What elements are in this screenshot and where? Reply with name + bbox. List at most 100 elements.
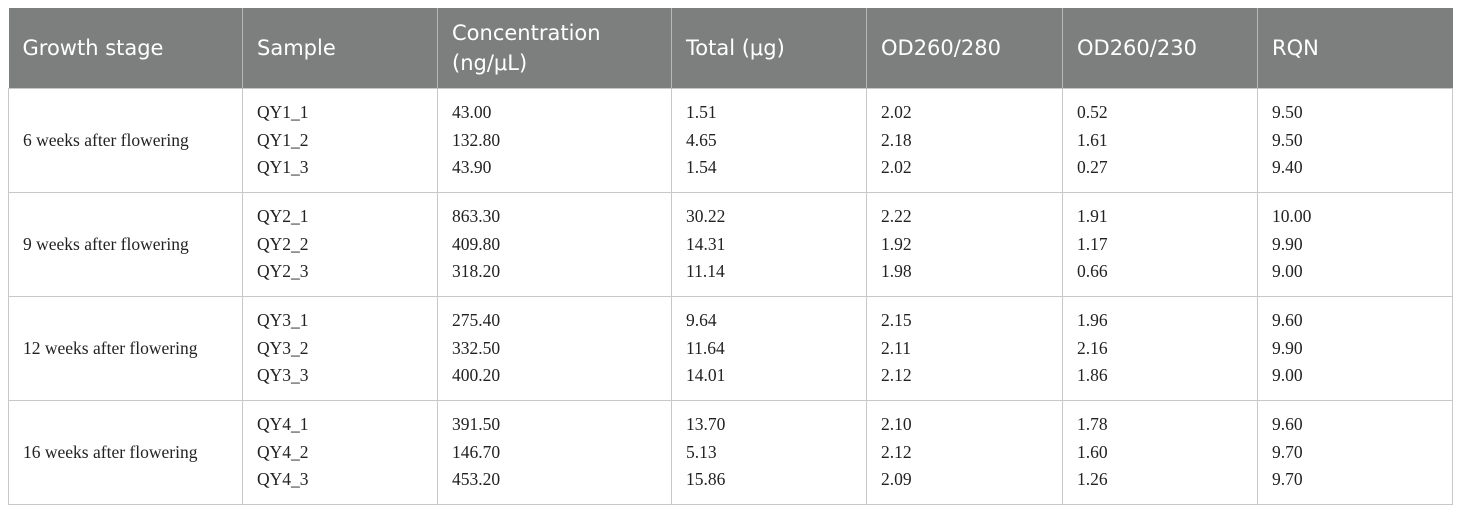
value-cell: QY1_1 QY1_2 QY1_3 [242,88,438,193]
growth-stage: 9 weeks after flowering [23,233,189,254]
value-cell: 1.91 1.17 0.66 [1062,192,1258,297]
column-header: Concentration (ng/μL) [437,8,672,89]
value-cell: QY2_1 QY2_2 QY2_3 [242,192,438,297]
value-cell: 2.22 1.92 1.98 [866,192,1063,297]
value-cell: 1.51 4.65 1.54 [671,88,867,193]
cell-value: 2.02 [881,157,912,178]
value-cell: 13.70 5.13 15.86 [671,400,867,505]
cell-value: QY2_3 [257,261,309,282]
cell-value: 2.18 [881,129,912,150]
cell-value: 11.14 [686,261,725,282]
cell-value: 0.27 [1077,157,1108,178]
value-cell: 275.40 332.50 400.20 [437,296,672,401]
cell-value: 1.86 [1077,365,1108,386]
cell-value: 14.31 [686,233,726,254]
cell-value: QY4_2 [257,441,309,462]
column-header: RQN [1257,8,1453,89]
table-body: 6 weeks after flowering QY1_1 QY1_2 QY1_3 43… [8,88,1453,505]
column-header-text: OD260/230 [1077,36,1197,60]
cell-value: 9.00 [1272,261,1303,282]
cell-value: 9.70 [1272,469,1303,490]
cell-value: 9.00 [1272,365,1303,386]
cell-value: 1.17 [1077,233,1108,254]
cell-value: QY2_2 [257,233,309,254]
value-cell: QY4_1 QY4_2 QY4_3 [242,400,438,505]
cell-value: 9.50 [1272,129,1303,150]
value-cell: 1.96 2.16 1.86 [1062,296,1258,401]
column-header: OD260/230 [1062,8,1258,89]
value-cell: 9.60 9.70 9.70 [1257,400,1453,505]
cell-value: 10.00 [1272,206,1312,227]
group-row: 6 weeks after flowering QY1_1 QY1_2 QY1_3 43… [8,88,1453,193]
cell-value: 1.96 [1077,310,1108,331]
column-header-text: Sample [257,36,336,60]
value-cell: 391.50 146.70 453.20 [437,400,672,505]
cell-value: QY1_2 [257,129,309,150]
cell-value: 9.90 [1272,233,1303,254]
cell-value: QY3_1 [257,310,309,331]
column-header-text: Concentration (ng/μL) [452,21,601,75]
cell-value: 2.02 [881,102,912,123]
value-cell: 9.64 11.64 14.01 [671,296,867,401]
growth-stage: 12 weeks after flowering [23,337,198,358]
cell-value: 9.90 [1272,337,1303,358]
cell-value: 2.16 [1077,337,1108,358]
column-header-text: Total (μg) [686,36,785,60]
cell-value: 2.12 [881,365,912,386]
value-cell: 0.52 1.61 0.27 [1062,88,1258,193]
growth-stage: 16 weeks after flowering [23,441,198,462]
cell-value: 5.13 [686,441,717,462]
group-row: 16 weeks after flowering QY4_1 QY4_2 QY4_3 3… [8,400,1453,505]
group-row: 9 weeks after flowering QY2_1 QY2_2 QY2_3 86… [8,192,1453,297]
cell-value: 4.65 [686,129,717,150]
cell-value: QY4_3 [257,469,309,490]
cell-value: 11.64 [686,337,725,358]
cell-value: 9.50 [1272,102,1303,123]
column-header: Growth stage [8,8,243,89]
cell-value: 9.64 [686,310,717,331]
cell-value: 1.54 [686,157,717,178]
value-cell: 9.60 9.90 9.00 [1257,296,1453,401]
cell-value: 1.78 [1077,414,1108,435]
cell-value: 1.60 [1077,441,1108,462]
cell-value: 863.30 [452,206,501,227]
cell-value: QY1_1 [257,102,309,123]
value-cell: 2.15 2.11 2.12 [866,296,1063,401]
value-cell: 2.02 2.18 2.02 [866,88,1063,193]
value-cell: 30.22 14.31 11.14 [671,192,867,297]
cell-value: 2.12 [881,441,912,462]
cell-value: QY4_1 [257,414,309,435]
cell-value: 1.51 [686,102,717,123]
cell-value: 9.40 [1272,157,1303,178]
value-cell: 43.00 132.80 43.90 [437,88,672,193]
cell-value: 409.80 [452,233,501,254]
cell-value: 43.00 [452,102,492,123]
data-table: Growth stage Sample Concentration (ng/μL) T… [8,8,1453,505]
cell-value: 43.90 [452,157,492,178]
cell-value: QY3_3 [257,365,309,386]
cell-value: 332.50 [452,337,501,358]
cell-value: QY3_2 [257,337,309,358]
value-cell: 2.10 2.12 2.09 [866,400,1063,505]
cell-value: 9.60 [1272,310,1303,331]
cell-value: QY1_3 [257,157,309,178]
value-cell: 1.78 1.60 1.26 [1062,400,1258,505]
cell-value: 400.20 [452,365,501,386]
cell-value: 0.66 [1077,261,1108,282]
cell-value: 2.09 [881,469,912,490]
cell-value: 1.91 [1077,206,1108,227]
cell-value: 15.86 [686,469,726,490]
cell-value: 0.52 [1077,102,1108,123]
cell-value: 132.80 [452,129,501,150]
column-header-text: OD260/280 [881,36,1001,60]
growth-stage-cell: 16 weeks after flowering [8,400,243,505]
column-header: Total (μg) [671,8,867,89]
column-header: OD260/280 [866,8,1063,89]
header-row: Growth stage Sample Concentration (ng/μL) T… [8,8,1453,89]
cell-value: 146.70 [452,441,501,462]
cell-value: 1.26 [1077,469,1108,490]
cell-value: 318.20 [452,261,501,282]
cell-value: 30.22 [686,206,726,227]
growth-stage-cell: 12 weeks after flowering [8,296,243,401]
